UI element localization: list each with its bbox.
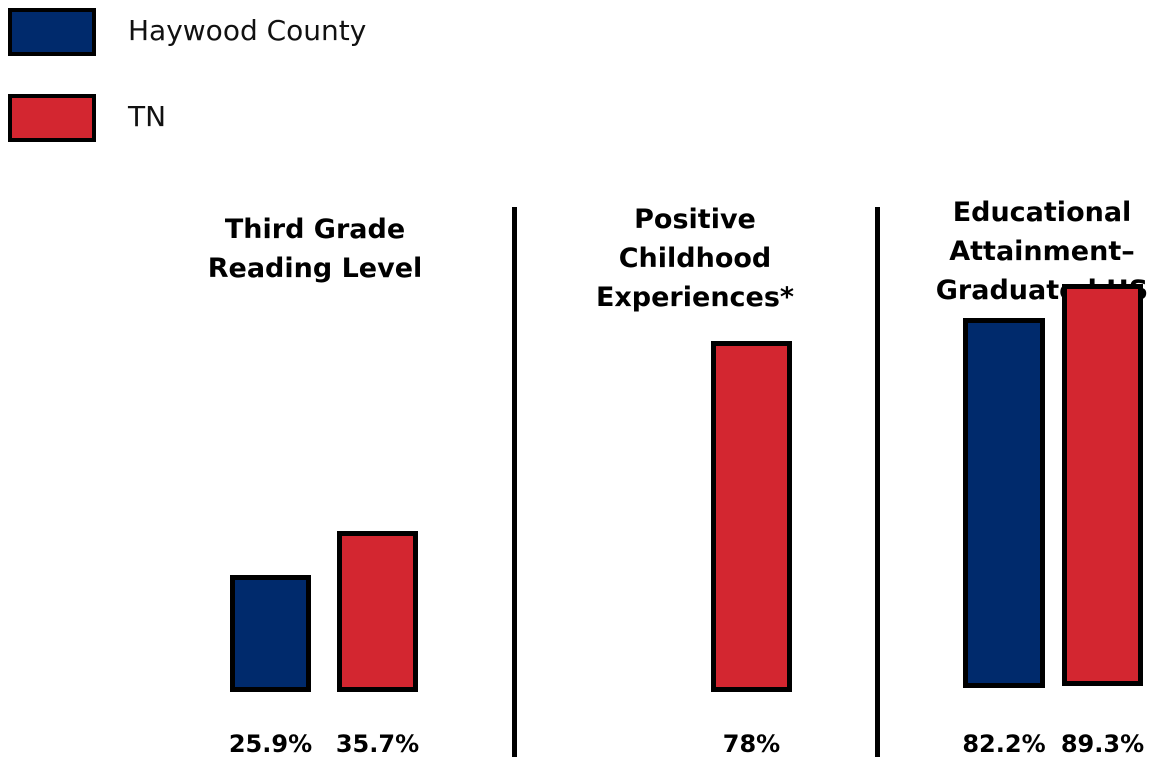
bar-reading-haywood	[230, 575, 311, 692]
value-label-childhood-tn: 78%	[722, 730, 781, 758]
panel-divider	[512, 207, 517, 757]
chart-title-reading: Third Grade Reading Level	[207, 214, 423, 284]
bar-reading-tn	[337, 531, 418, 692]
value-label-reading-haywood: 25.9%	[228, 730, 313, 758]
legend-label-tn: TN	[128, 100, 167, 133]
bar-education-haywood	[963, 318, 1045, 688]
legend-swatch-haywood	[8, 8, 96, 56]
panel-divider	[875, 207, 880, 757]
value-label-education-haywood: 82.2%	[962, 730, 1046, 758]
bar-education-tn	[1062, 284, 1143, 686]
value-label-education-tn: 89.3%	[1060, 730, 1145, 758]
legend-label-haywood: Haywood County	[128, 14, 367, 47]
bar-childhood-tn	[711, 341, 792, 692]
value-label-reading-tn: 35.7%	[335, 730, 420, 758]
legend-swatch-tn	[8, 94, 96, 142]
chart-title-childhood: Positive Childhood Experiences*	[595, 204, 795, 313]
